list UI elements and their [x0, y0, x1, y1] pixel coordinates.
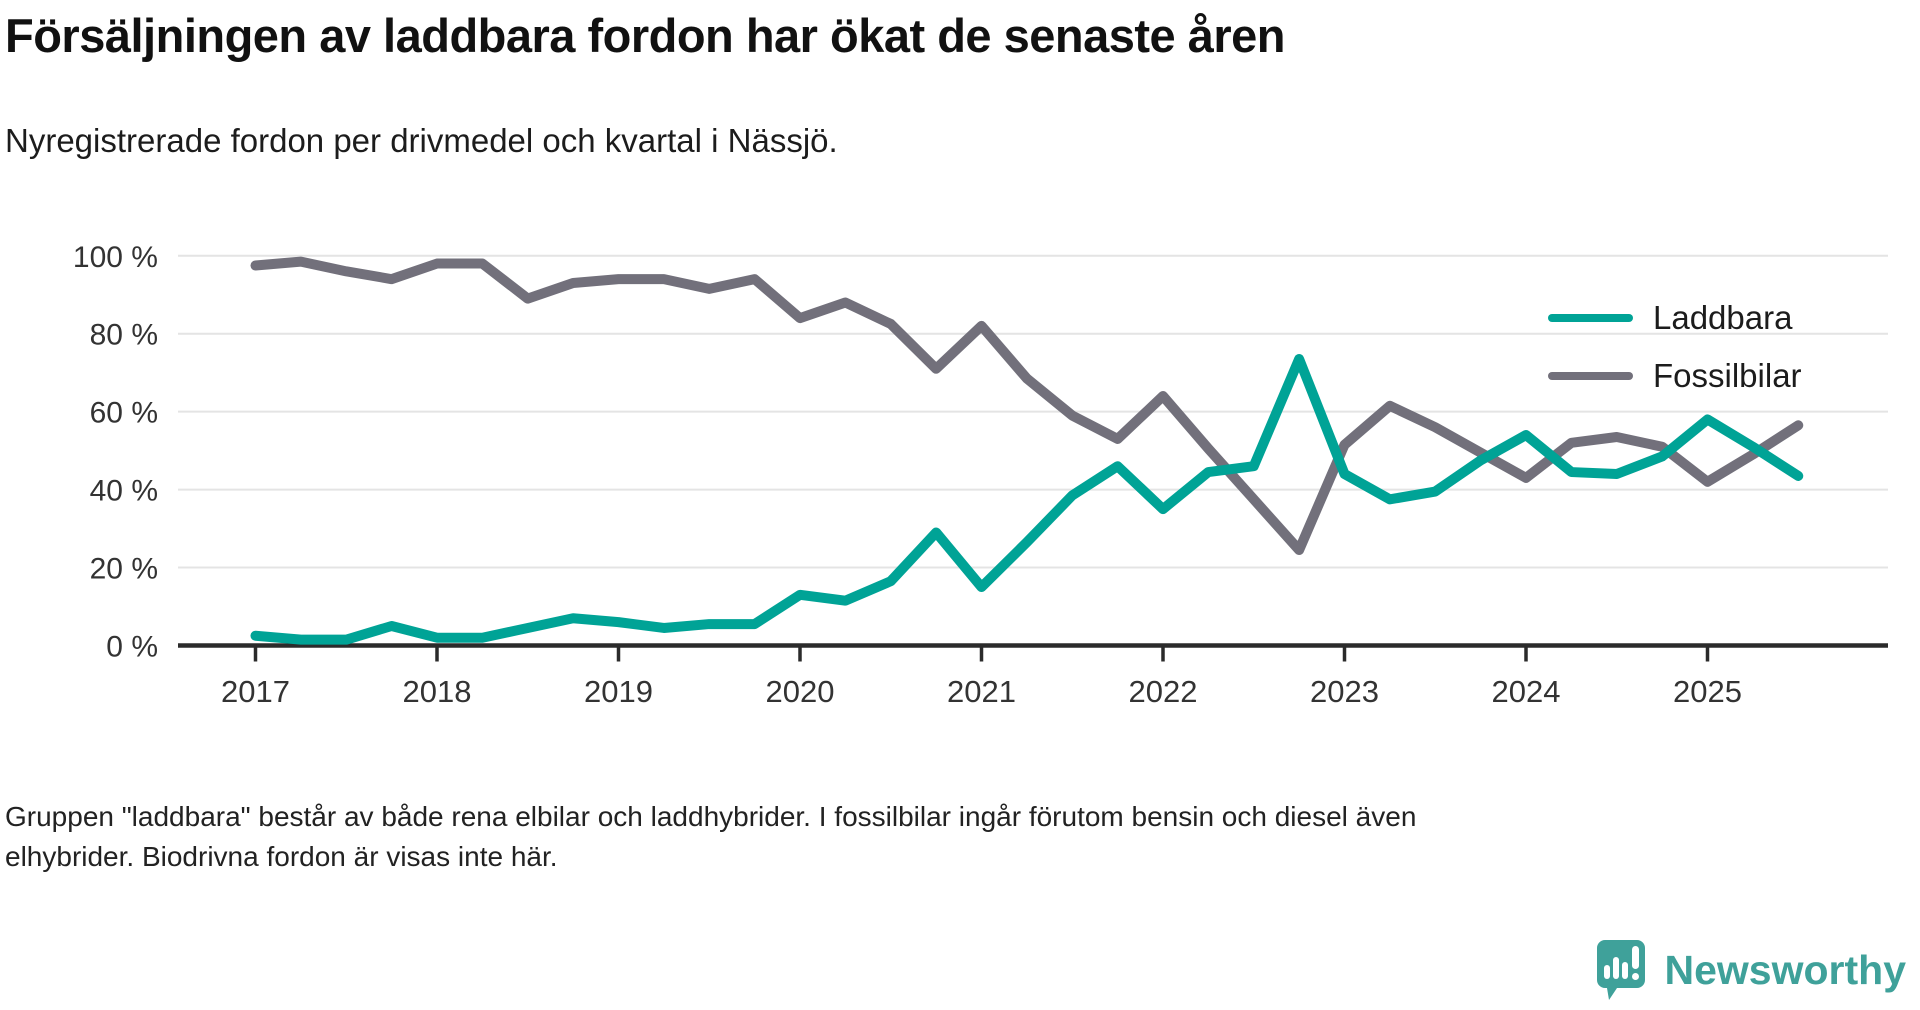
- y-axis-tick-label: 20 %: [90, 553, 158, 586]
- newsworthy-logo: Newsworthy: [1595, 938, 1907, 1002]
- y-axis-tick-label: 40 %: [90, 475, 158, 508]
- x-axis-tick-label: 2019: [584, 674, 653, 709]
- x-axis-tick-label: 2020: [766, 674, 835, 709]
- legend-item-fossilbilar: Fossilbilar: [1548, 347, 1802, 405]
- y-axis-tick-label: 80 %: [90, 319, 158, 352]
- legend-item-laddbara: Laddbara: [1548, 289, 1802, 347]
- x-axis-tick-label: 2025: [1673, 674, 1742, 709]
- x-axis-tick-label: 2024: [1492, 674, 1561, 709]
- newsworthy-logo-text: Newsworthy: [1664, 946, 1907, 993]
- chart-legend: Laddbara Fossilbilar: [1548, 289, 1802, 405]
- x-axis-tick-label: 2017: [221, 674, 290, 709]
- fossilbilar-line-swatch: [1548, 372, 1633, 380]
- page-title: Försäljningen av laddbara fordon har öka…: [5, 9, 1286, 62]
- y-axis-tick-label: 100 %: [73, 241, 158, 274]
- series-line-laddbara: [250, 354, 1804, 645]
- laddbara-line-swatch: [1548, 314, 1633, 322]
- x-axis-tick-label: 2018: [403, 674, 472, 709]
- x-axis-tick-label: 2023: [1310, 674, 1379, 709]
- x-axis-tick-label: 2021: [947, 674, 1016, 709]
- chart-subtitle: Nyregistrerade fordon per drivmedel och …: [5, 122, 838, 159]
- footnote-line-1: Gruppen "laddbara" består av både rena e…: [5, 801, 1417, 832]
- legend-label: Fossilbilar: [1653, 357, 1802, 394]
- chart-footnote: Gruppen "laddbara" består av både rena e…: [5, 797, 1885, 877]
- x-axis-tick-label: 2022: [1129, 674, 1198, 709]
- series-line-fossilbilar: [250, 256, 1804, 556]
- y-axis-tick-label: 0 %: [106, 631, 158, 664]
- newsworthy-logo-icon: [1596, 940, 1645, 1000]
- footnote-line-2: elhybrider. Biodrivna fordon är visas in…: [5, 841, 558, 872]
- y-axis-tick-label: 60 %: [90, 397, 158, 430]
- legend-label: Laddbara: [1653, 299, 1793, 336]
